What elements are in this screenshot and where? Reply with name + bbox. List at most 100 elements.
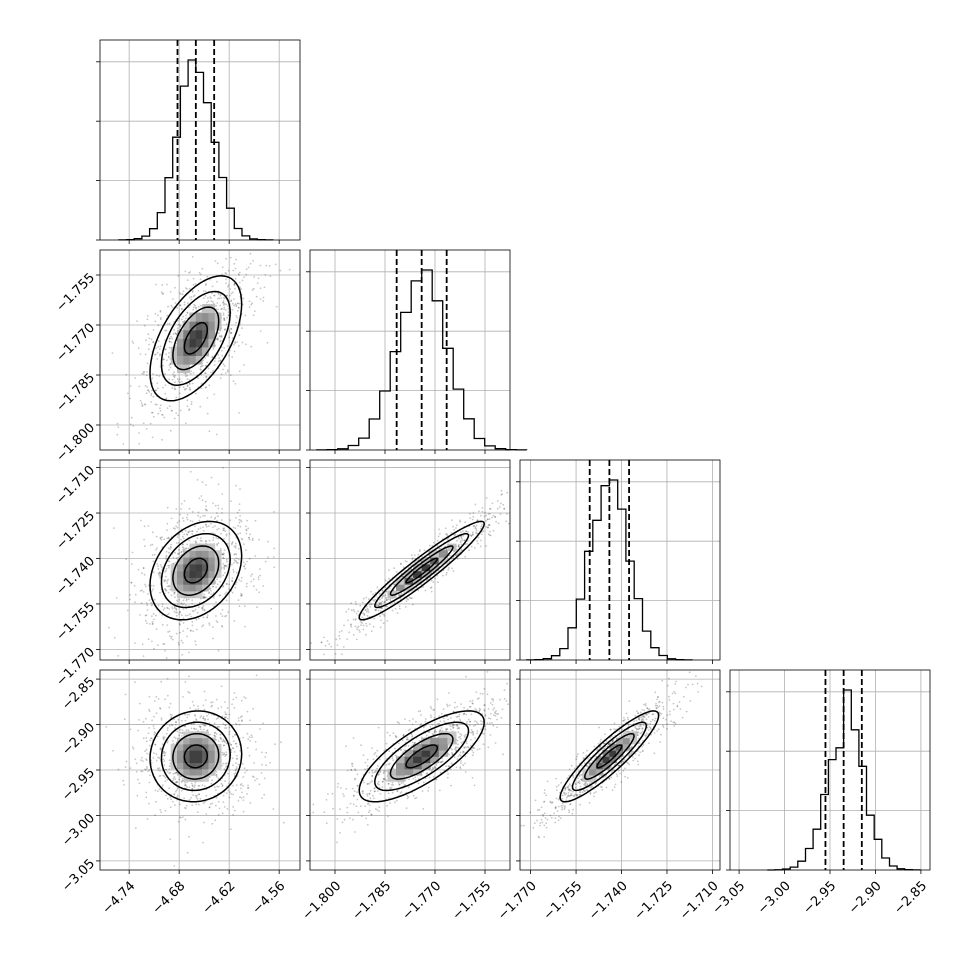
scatter-point: [182, 617, 185, 620]
scatter-point: [220, 532, 222, 535]
scatter-point: [487, 526, 489, 529]
scatter-point: [159, 404, 162, 407]
scatter-point: [411, 557, 414, 559]
density-blocks: [170, 731, 222, 782]
scatter-point: [424, 720, 427, 723]
scatter-point: [244, 625, 246, 628]
scatter-point: [165, 569, 168, 572]
scatter-point: [199, 516, 202, 518]
scatter-point: [223, 319, 226, 321]
scatter-point: [129, 385, 132, 387]
scatter-point: [171, 608, 174, 610]
scatter-point: [157, 604, 160, 607]
scatter-point: [457, 545, 460, 547]
scatter-point: [456, 706, 458, 708]
scatter-point: [470, 738, 472, 741]
scatter-point: [185, 599, 188, 602]
scatter-point: [233, 751, 236, 753]
scatter-point: [183, 388, 186, 391]
scatter-point: [186, 405, 189, 408]
scatter-point: [464, 755, 467, 758]
scatter-point: [177, 380, 180, 383]
scatter-point: [130, 563, 133, 565]
scatter-point: [472, 525, 475, 528]
scatter-point: [364, 609, 367, 611]
scatter-point: [213, 722, 216, 725]
scatter-point: [234, 288, 236, 290]
scatter-point: [129, 728, 132, 731]
scatter-point: [152, 341, 155, 344]
scatter-point: [189, 707, 192, 709]
scatter-point: [222, 801, 225, 803]
scatter-point: [362, 597, 365, 600]
scatter-point: [175, 721, 178, 723]
scatter-point: [183, 797, 186, 800]
scatter-point: [357, 610, 360, 613]
scatter-point: [430, 586, 433, 589]
scatter-point: [163, 751, 166, 753]
scatter-point: [168, 564, 171, 567]
scatter-point: [177, 820, 180, 823]
scatter-point: [482, 692, 484, 695]
scatter-point: [225, 272, 228, 275]
scatter-point: [406, 560, 408, 563]
scatter-point: [407, 598, 410, 601]
scatter-point: [144, 750, 147, 753]
scatter-point: [171, 337, 174, 340]
density-block: [438, 737, 448, 745]
scatter-point: [228, 588, 231, 591]
scatter-point: [188, 675, 191, 678]
scatter-point: [212, 532, 215, 535]
scatter-point: [215, 775, 218, 778]
scatter-point: [501, 708, 504, 711]
scatter-point: [447, 718, 449, 721]
scatter-point: [240, 715, 243, 718]
scatter-point: [234, 527, 237, 530]
scatter-point: [228, 336, 231, 339]
scatter-point: [157, 572, 160, 575]
scatter-point: [229, 742, 231, 745]
scatter-point: [456, 557, 459, 560]
scatter-point: [384, 594, 387, 597]
scatter-point: [233, 562, 235, 564]
scatter-point: [223, 753, 226, 756]
scatter-point: [163, 642, 166, 645]
scatter-point: [381, 589, 384, 592]
scatter-point: [145, 740, 148, 743]
scatter-point: [482, 743, 485, 746]
scatter-point: [137, 347, 140, 350]
scatter-point: [354, 831, 356, 833]
scatter-point: [219, 594, 222, 597]
scatter-point: [352, 818, 354, 821]
scatter-point: [207, 525, 210, 527]
scatter-point: [469, 700, 472, 703]
scatter-point: [420, 723, 423, 725]
scatter-point: [235, 762, 237, 765]
scatter-point: [470, 545, 473, 548]
density-block: [189, 543, 197, 551]
scatter-point: [503, 508, 506, 510]
scatter-point: [222, 301, 224, 304]
scatter-point: [163, 579, 166, 582]
scatter-point: [222, 574, 225, 577]
density-block: [177, 577, 184, 585]
scatter-point: [190, 296, 193, 298]
scatter-point: [391, 781, 394, 784]
scatter-point: [156, 563, 159, 566]
scatter-point: [439, 720, 442, 723]
scatter-point: [180, 735, 183, 737]
scatter-point: [161, 413, 163, 416]
scatter-point: [234, 303, 237, 305]
scatter-point: [480, 723, 483, 725]
density-block: [202, 737, 209, 745]
scatter-point: [222, 585, 224, 588]
scatter-point: [176, 730, 179, 733]
scatter-point: [184, 388, 187, 390]
scatter-point: [233, 545, 236, 548]
scatter-point: [224, 564, 227, 567]
scatter-point: [226, 717, 229, 720]
scatter-point: [145, 796, 148, 799]
scatter-point: [494, 712, 497, 715]
density-block: [202, 550, 209, 558]
scatter-point: [233, 553, 236, 556]
